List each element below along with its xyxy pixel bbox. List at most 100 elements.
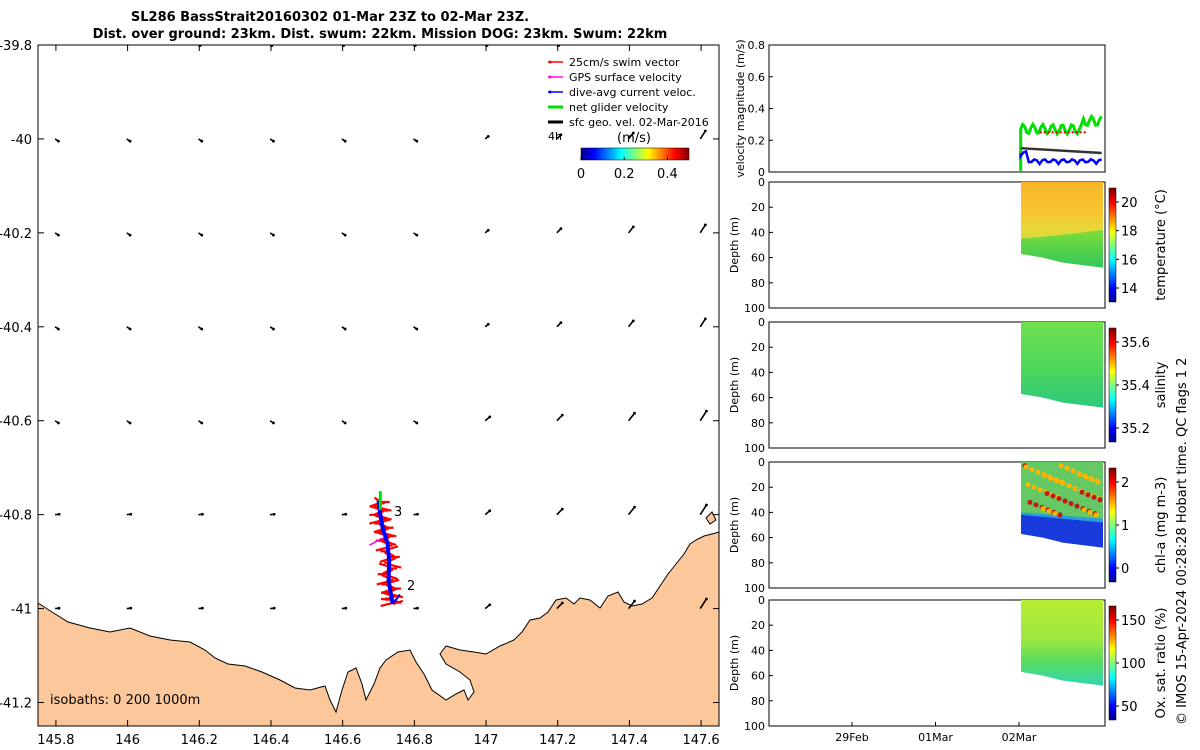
surface-velocity-arrowhead [559, 227, 563, 231]
legend-swatch-head [548, 60, 552, 64]
map-y-tick-label: -40 [11, 133, 32, 148]
depth-tick-label: 0 [758, 456, 765, 469]
map-x-tick-label: 146 [115, 733, 140, 748]
map-y-tick-label: -40.2 [0, 227, 32, 242]
chl-hotspot-point [1027, 499, 1033, 505]
swim-speed-point [1083, 131, 1086, 134]
colorbar-tick-label: 20 [1121, 196, 1138, 211]
depth-tick-label: 0 [758, 316, 765, 329]
profile-field [1021, 322, 1103, 408]
surface-velocity-arrowhead [57, 512, 61, 516]
surface-velocity-arrowhead [488, 603, 492, 607]
surface-velocity-arrow [699, 598, 708, 610]
chl-hotspot-point [1077, 472, 1083, 478]
surface-velocity-arrowhead [128, 327, 132, 331]
swim-vector [373, 496, 380, 502]
map-y-tick-label: -41 [11, 603, 32, 618]
legend-swatch-head [548, 120, 552, 124]
surface-velocity-arrowhead [486, 322, 490, 326]
map-x-tick-label: 147.4 [611, 733, 648, 748]
velocity-y-tick-label: 0.2 [748, 134, 766, 147]
chl-hotspot-point [1085, 492, 1091, 498]
depth-tick-label: 60 [751, 252, 765, 265]
colorbar-tick-label: 35.6 [1121, 336, 1150, 351]
chl-hotspot-point [1042, 473, 1048, 479]
chl-hotspot-point [1089, 477, 1095, 483]
chl-hotspot-point [1057, 512, 1063, 518]
surface-velocity-arrowhead [560, 413, 564, 417]
map-x-tick-label: 147 [474, 733, 499, 748]
surface-velocity-arrowhead [488, 509, 492, 513]
surface-velocity-arrowhead [201, 606, 204, 610]
legend-swatch-head [548, 105, 552, 109]
colorbar-tick-label: 0.4 [657, 167, 678, 182]
depth-tick-label: 100 [744, 302, 765, 315]
chl-hotspot-point [1050, 493, 1056, 499]
chl-hotspot-point [1037, 487, 1043, 493]
profile-field [1021, 600, 1103, 686]
surface-velocity-arrowhead [272, 327, 275, 331]
surface-velocity-arrowhead [128, 139, 132, 143]
profile-field-cold-layer [1021, 229, 1103, 268]
depth-tick-label: 100 [744, 720, 765, 733]
dive-avg-current-vector [393, 593, 401, 603]
swim-speed-point [1075, 131, 1078, 134]
surface-velocity-arrowhead [631, 131, 635, 135]
chl-hotspot-point [1058, 463, 1064, 469]
colorbar-tick-label: 35.2 [1121, 422, 1150, 437]
map-y-tick-label: -41.2 [0, 697, 32, 712]
chl-hotspot-point [1056, 496, 1062, 502]
legend-entry-label: sfc geo. vel. 02-Mar-2016 [569, 116, 709, 129]
velocity-y-tick-label: 0.6 [748, 71, 766, 84]
surface-velocity-arrowhead [343, 233, 347, 237]
surface-velocity-arrowhead [272, 139, 275, 143]
surface-velocity-arrows [54, 45, 708, 610]
colorbar-title: (m/s) [617, 131, 651, 146]
colorbar-label: Ox. sat. ratio (%) [1154, 608, 1169, 719]
surface-velocity-arrowhead [272, 512, 276, 516]
depth-tick-label: 100 [744, 442, 765, 455]
depth-tick-label: 40 [751, 226, 765, 239]
map-y-tick-label: -40.6 [0, 415, 32, 430]
legend-entry-label: net glider velocity [569, 101, 669, 114]
surface-velocity-arrowhead [272, 606, 276, 610]
surface-velocity-arrowhead [486, 228, 490, 232]
velocity-y-tick-label: 0.8 [748, 39, 766, 52]
depth-tick-label: 20 [751, 481, 765, 494]
swim-vector [375, 546, 389, 552]
colorbar-tick-label: 0 [1121, 562, 1129, 577]
track-label-3: 3 [394, 505, 402, 520]
surface-velocity-arrowhead [559, 321, 563, 325]
surface-velocity-arrowhead [560, 601, 564, 605]
map-x-tick-label: 146.8 [396, 733, 433, 748]
surface-velocity-arrowhead [343, 139, 347, 143]
depth-panel-colorbar [1108, 327, 1117, 443]
surface-velocity-arrowhead [57, 606, 61, 610]
swim-speed-point [1055, 131, 1058, 134]
surface-velocity-arrowhead [56, 327, 60, 331]
depth-tick-label: 20 [751, 201, 765, 214]
surface-velocity-arrow [699, 130, 706, 140]
swim-speed-point [1051, 131, 1054, 134]
surface-velocity-arrowhead [559, 133, 563, 137]
map-panel: 145.8 146 146.2 146.4 146.6 146.8 147 147.2 147.… [0, 39, 720, 748]
surface-velocity-arrowhead [705, 597, 708, 601]
chl-hotspot-point [1031, 484, 1037, 490]
colorbar-tick-label: 0.2 [614, 167, 635, 182]
depth-panel-colorbar [1108, 605, 1117, 721]
legend-4h-label: 4h [548, 130, 562, 143]
chl-hotspot-point [1074, 503, 1080, 509]
surface-velocity-arrowhead [128, 233, 132, 237]
legend: 25cm/s swim vector GPS surface velocity di… [548, 56, 709, 129]
surface-velocity-arrowhead [343, 421, 347, 425]
surface-velocity-arrowhead [272, 421, 275, 425]
surface-velocity-arrow [699, 318, 706, 328]
surface-velocity-arrowhead [56, 421, 60, 425]
depth-tick-label: 80 [751, 417, 765, 430]
legend-entry-label: GPS surface velocity [569, 71, 682, 84]
legend-swatch-head [548, 75, 552, 79]
chl-hotspot-point [1093, 512, 1099, 518]
chl-hotspot-point [1044, 491, 1050, 496]
surface-velocity-arrowhead [272, 233, 275, 237]
